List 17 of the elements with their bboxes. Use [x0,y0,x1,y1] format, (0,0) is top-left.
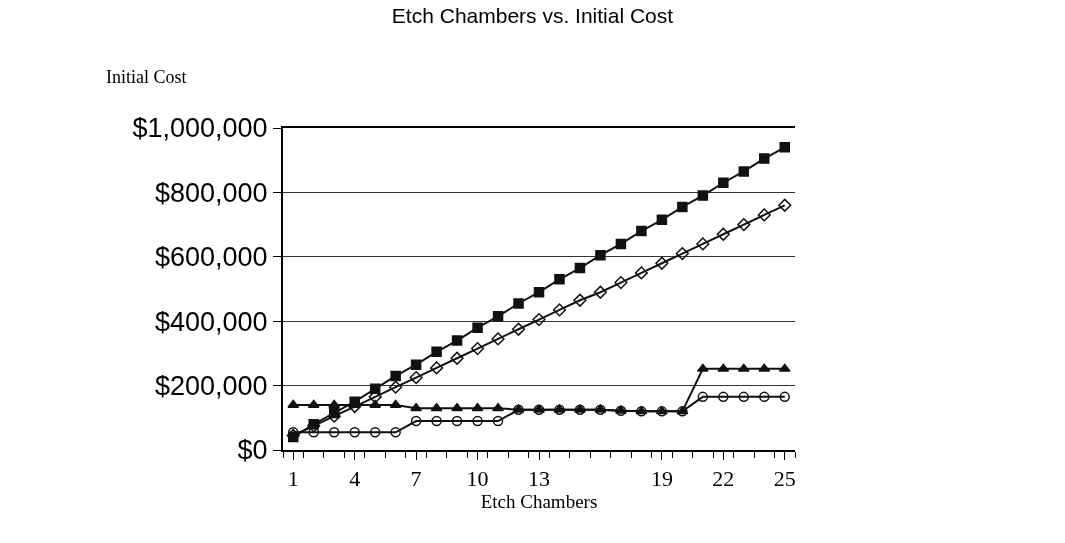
chart-title: Etch Chambers vs. Initial Cost [391,3,674,27]
x-tick-label: 7 [410,466,422,492]
x-tick-label: 13 [528,466,550,492]
y-tick-label: $800,000 [154,177,268,208]
y-tick-label: $200,000 [154,371,268,402]
x-tick-label: 22 [712,466,735,492]
x-tick-label: 19 [650,466,673,492]
y-tick-label: $0 [237,435,268,466]
y-axis-title: Initial Cost [106,67,187,87]
x-tick-label: 10 [466,466,489,492]
x-tick-label: 4 [349,466,361,492]
y-tick-label: $1,000,000 [132,113,268,144]
x-tick-label: 1 [287,466,299,492]
x-tick-label: 25 [773,466,796,492]
y-tick-label: $600,000 [154,242,268,273]
y-tick-label: $400,000 [154,306,268,337]
x-axis-title: Etch Chambers [480,491,598,513]
